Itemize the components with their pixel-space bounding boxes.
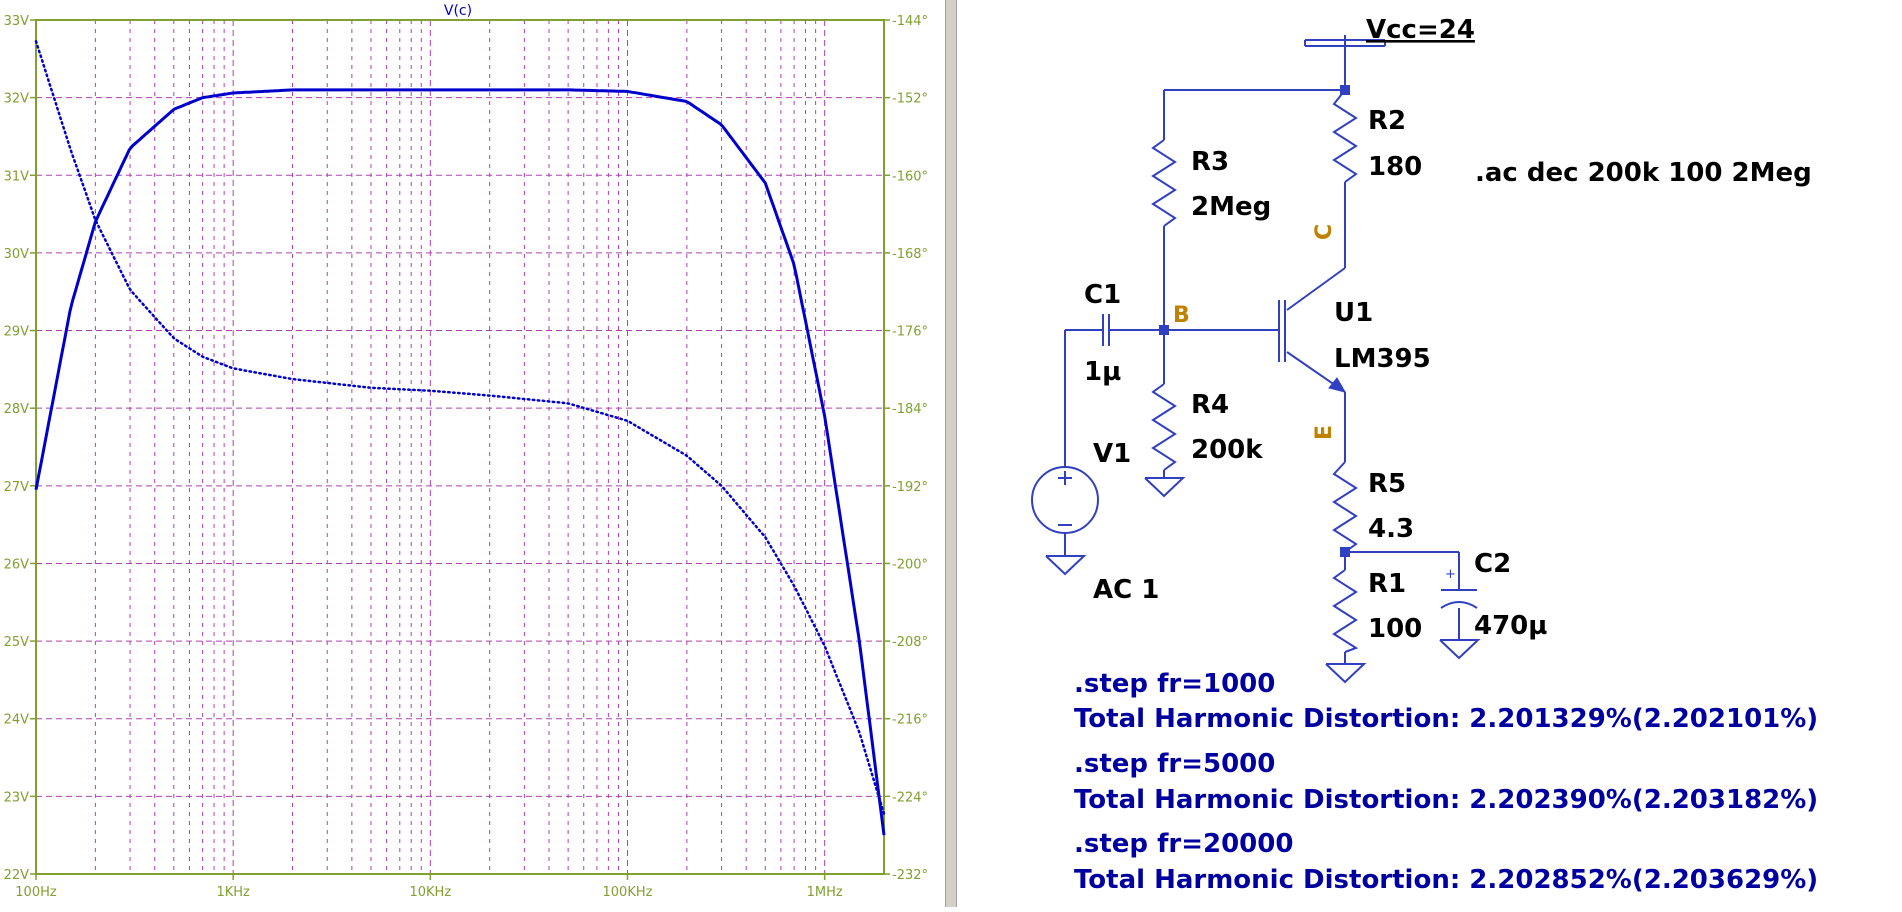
y-left-tick-label: 24V [4,713,30,728]
r4-ground-icon [1144,477,1186,498]
x-tick-label: 100KHz [603,885,653,900]
y-right-tick-label: -184° [892,402,928,417]
r1-resistor-symbol [1332,569,1359,653]
y-left-tick-label: 29V [4,325,30,340]
thd-result-1[interactable]: Total Harmonic Distortion: 2.201329%(2.2… [1074,704,1818,734]
y-left-tick-label: 28V [4,402,30,417]
step-label-3[interactable]: .step fr=20000 [1074,829,1293,859]
phase-trace [34,40,886,816]
vcc-flag[interactable] [1304,39,1386,47]
r3-resistor-symbol [1151,139,1177,227]
x-tick-label: 1MHz [807,885,843,900]
r2-value[interactable]: 180 [1368,152,1422,182]
c2-ground-icon [1439,639,1481,660]
y-right-tick-label: -168° [892,247,928,262]
thd-result-2[interactable]: Total Harmonic Distortion: 2.202390%(2.2… [1074,785,1818,815]
x-tick-label: 10KHz [409,885,451,900]
r3-value[interactable]: 2Meg [1191,192,1271,222]
y-left-tick-label: 23V [4,790,30,805]
y-right-tick-label: -208° [892,635,928,650]
schematic-editor[interactable]: + Vcc=24 R2 180 R3 2Meg [957,0,1902,907]
r4-value[interactable]: 200k [1191,435,1263,465]
u1-value[interactable]: LM395 [1334,344,1431,374]
r5-value[interactable]: 4.3 [1368,514,1414,544]
y-left-tick-label: 22V [4,868,30,883]
junction-dot [1340,85,1350,95]
x-tick-label: 100Hz [15,885,57,900]
net-label-e[interactable]: E [1312,425,1337,440]
schematic-canvas[interactable]: + Vcc=24 R2 180 R3 2Meg [957,0,1902,907]
c1-capacitor-symbol[interactable] [1097,314,1122,346]
grid-layer [36,20,884,874]
y-right-tick-label: -192° [892,480,928,495]
y-right-tick-label: -152° [892,92,928,107]
r2-name[interactable]: R2 [1368,106,1406,136]
plot-canvas[interactable]: 33V 32V 31V 30V 29V 28V 27V 26V 25V 24V 23V 22V -144… [0,0,945,907]
r4-resistor-symbol [1151,383,1177,471]
trace-label[interactable]: V(c) [444,3,472,19]
y-right-tick-label: -216° [892,713,928,728]
y-right-tick-label: -200° [892,557,928,572]
trace-layer [34,40,886,836]
y-right-tick-label: -176° [892,325,928,340]
ac-directive[interactable]: .ac dec 200k 100 2Meg [1475,158,1812,188]
y-right-tick-label: -232° [892,868,928,883]
plot-frame [35,19,885,875]
y-left-tick-label: 33V [4,14,30,29]
step-label-1[interactable]: .step fr=1000 [1074,669,1275,699]
r2-resistor-symbol [1332,89,1358,183]
vcc-label[interactable]: Vcc=24 [1366,15,1475,45]
v1-value[interactable]: AC 1 [1093,575,1159,605]
axis-layer: 33V 32V 31V 30V 29V 28V 27V 26V 25V 24V 23V 22V -144… [4,14,928,900]
r5-name[interactable]: R5 [1368,469,1406,499]
r5-resistor-symbol [1332,461,1358,553]
c1-name[interactable]: C1 [1084,280,1121,310]
y-right-tick-label: -224° [892,790,928,805]
junction-dot [1340,547,1350,557]
junction-dot [1159,325,1169,335]
y-left-tick-label: 31V [4,169,30,184]
y-left-tick-label: 27V [4,480,30,495]
y-left-tick-label: 30V [4,247,30,262]
y-left-tick-label: 26V [4,557,30,572]
v1-ground-icon [1045,555,1087,576]
waveform-viewer[interactable]: 33V 32V 31V 30V 29V 28V 27V 26V 25V 24V 23V 22V -144… [0,0,945,907]
u1-name[interactable]: U1 [1334,298,1373,328]
c1-value[interactable]: 1µ [1084,357,1121,387]
y-right-tick-label: -160° [892,169,928,184]
r1-value[interactable]: 100 [1368,614,1422,644]
collector-lead [1286,267,1346,311]
r3-name[interactable]: R3 [1191,147,1229,177]
net-label-b[interactable]: B [1173,303,1190,328]
magnitude-trace [34,88,886,836]
emitter-arrow [1328,377,1347,393]
r1-ground-icon [1325,663,1367,684]
net-label-c[interactable]: C [1312,224,1337,240]
step-label-2[interactable]: .step fr=5000 [1074,749,1275,779]
v1-name[interactable]: V1 [1093,439,1131,469]
c2-name[interactable]: C2 [1474,549,1511,579]
thd-result-3[interactable]: Total Harmonic Distortion: 2.202852%(2.2… [1074,865,1818,895]
v1-source-symbol[interactable] [1031,466,1099,534]
c2-value[interactable]: 470µ [1474,611,1547,641]
pane-splitter[interactable] [945,0,957,907]
y-left-tick-label: 25V [4,635,30,650]
r4-name[interactable]: R4 [1191,390,1229,420]
y-left-tick-label: 32V [4,92,30,107]
y-right-tick-label: -144° [892,14,928,29]
x-tick-label: 1KHz [216,885,250,900]
r1-name[interactable]: R1 [1368,569,1406,599]
c2-capacitor-symbol[interactable] [1440,589,1478,609]
c2-polarity-plus: + [1445,567,1456,582]
